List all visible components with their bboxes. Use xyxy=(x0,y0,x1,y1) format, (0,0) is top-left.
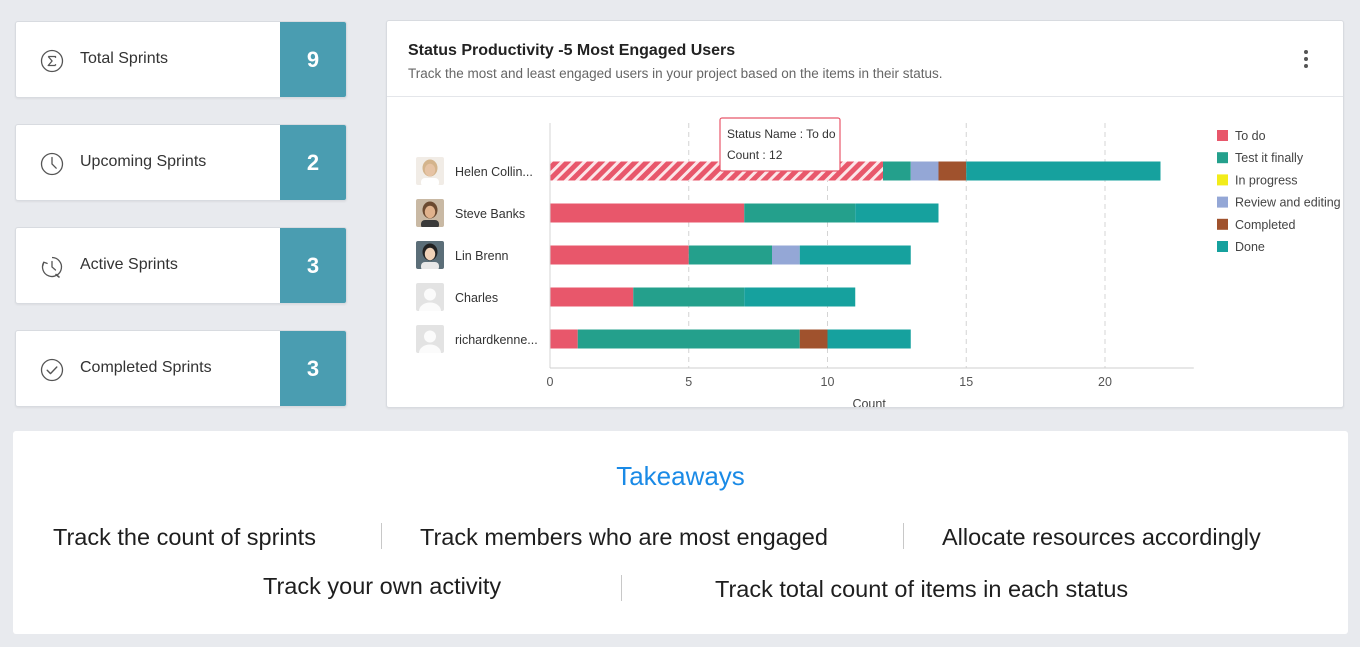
bar-segment[interactable] xyxy=(772,245,800,265)
takeaway-item: Track the count of sprints xyxy=(53,524,316,550)
bar-segment[interactable] xyxy=(688,245,772,265)
stat-count: 9 xyxy=(280,22,346,97)
legend-swatch xyxy=(1217,196,1228,208)
legend-item[interactable]: Done xyxy=(1217,240,1265,254)
legend-item[interactable]: Review and editing xyxy=(1217,196,1341,210)
stat-card-total-sprints[interactable]: Total Sprints 9 xyxy=(15,21,347,98)
tooltip-status-name: Status Name : To do xyxy=(727,127,836,141)
stat-count: 2 xyxy=(280,125,346,200)
bar-segment[interactable] xyxy=(855,203,939,223)
stacked-bar-chart: Helen Collin... Steve Banks Lin Brenn Charl… xyxy=(416,117,1341,407)
stat-label: Completed Sprints xyxy=(80,359,212,376)
takeaway-divider xyxy=(903,523,904,549)
bar-segment[interactable] xyxy=(938,161,967,181)
stat-count: 3 xyxy=(280,331,346,406)
user-row[interactable]: Helen Collin... xyxy=(416,157,533,187)
panel-subtitle: Track the most and least engaged users i… xyxy=(408,66,943,81)
bar-segment[interactable] xyxy=(827,329,911,349)
legend-item[interactable]: In progress xyxy=(1217,173,1298,187)
user-name: richardkenne... xyxy=(455,333,538,347)
user-row[interactable]: Lin Brenn xyxy=(416,241,509,271)
clock-icon xyxy=(40,152,64,176)
bar-segment[interactable] xyxy=(744,203,856,223)
bar-segment[interactable] xyxy=(577,329,800,349)
x-tick-label: 10 xyxy=(821,375,835,389)
avatar xyxy=(416,325,444,353)
takeaway-item: Allocate resources accordingly xyxy=(942,524,1261,550)
timer-icon xyxy=(40,255,64,279)
takeaway-item: Track members who are most engaged xyxy=(420,524,828,550)
legend-item[interactable]: Completed xyxy=(1217,218,1295,232)
panel-header-divider xyxy=(387,96,1343,97)
takeaways-section: Takeaways Track the count of sprints Tra… xyxy=(13,431,1348,634)
legend-item[interactable]: Test it finally xyxy=(1217,151,1304,165)
bar-segment[interactable] xyxy=(799,245,911,265)
legend-swatch xyxy=(1217,130,1228,141)
user-name: Helen Collin... xyxy=(455,165,533,179)
x-tick-label: 5 xyxy=(685,375,692,389)
bar-segment[interactable] xyxy=(910,161,939,181)
legend-label: Review and editing xyxy=(1235,196,1341,210)
user-row[interactable]: richardkenne... xyxy=(416,325,538,362)
user-row[interactable]: Steve Banks xyxy=(416,199,525,229)
user-row[interactable]: Charles xyxy=(416,283,498,320)
legend-swatch xyxy=(1217,174,1228,186)
avatar xyxy=(416,199,444,227)
bar-segment[interactable] xyxy=(744,287,856,307)
avatar xyxy=(416,283,444,311)
takeaways-title: Takeaways xyxy=(616,461,745,491)
x-tick-label: 15 xyxy=(959,375,973,389)
takeaway-item: Track your own activity xyxy=(263,573,502,599)
user-name: Lin Brenn xyxy=(455,249,509,263)
panel-title: Status Productivity -5 Most Engaged User… xyxy=(408,42,736,59)
stat-card-upcoming-sprints[interactable]: Upcoming Sprints 2 xyxy=(15,124,347,201)
sigma-icon xyxy=(40,49,64,73)
x-tick-label: 20 xyxy=(1098,375,1112,389)
avatar xyxy=(416,241,444,269)
takeaway-item: Track total count of items in each statu… xyxy=(715,576,1129,602)
avatar xyxy=(416,157,444,185)
legend-label: Done xyxy=(1235,240,1265,254)
x-axis-title: Count xyxy=(852,397,886,407)
bar-segment[interactable] xyxy=(799,329,828,349)
stat-label: Total Sprints xyxy=(80,50,169,67)
legend-label: To do xyxy=(1235,129,1266,143)
stat-card-completed-sprints[interactable]: Completed Sprints 3 xyxy=(15,330,347,407)
takeaway-divider xyxy=(381,523,382,549)
kebab-menu-icon[interactable] xyxy=(1297,48,1317,70)
status-productivity-panel: Status Productivity -5 Most Engaged User… xyxy=(386,20,1344,408)
check-circle-icon xyxy=(40,358,64,382)
legend-swatch xyxy=(1217,152,1228,164)
stat-card-active-sprints[interactable]: Active Sprints 3 xyxy=(15,227,347,304)
legend-label: Test it finally xyxy=(1235,151,1304,165)
bar-segment[interactable] xyxy=(633,287,745,307)
legend-label: In progress xyxy=(1235,173,1298,187)
takeaway-divider xyxy=(621,575,622,601)
stat-label: Upcoming Sprints xyxy=(80,153,207,170)
bar-segment[interactable] xyxy=(550,203,745,223)
bar-segment[interactable] xyxy=(883,161,911,181)
bar-segment[interactable] xyxy=(550,287,634,307)
user-name: Charles xyxy=(455,291,498,305)
legend-label: Completed xyxy=(1235,218,1295,232)
chart-tooltip: Status Name : To do Count : 12 xyxy=(719,117,841,172)
tooltip-count: Count : 12 xyxy=(727,148,783,162)
bar-segment[interactable] xyxy=(966,161,1161,181)
legend-item[interactable]: To do xyxy=(1217,129,1266,143)
bar-segment[interactable] xyxy=(550,245,689,265)
stat-label: Active Sprints xyxy=(80,256,178,273)
legend-swatch xyxy=(1217,241,1228,252)
bar-segment[interactable] xyxy=(550,329,578,349)
legend-swatch xyxy=(1217,218,1228,230)
stat-count: 3 xyxy=(280,228,346,303)
user-name: Steve Banks xyxy=(455,207,525,221)
tooltip-box xyxy=(719,117,841,172)
x-tick-label: 0 xyxy=(547,375,554,389)
